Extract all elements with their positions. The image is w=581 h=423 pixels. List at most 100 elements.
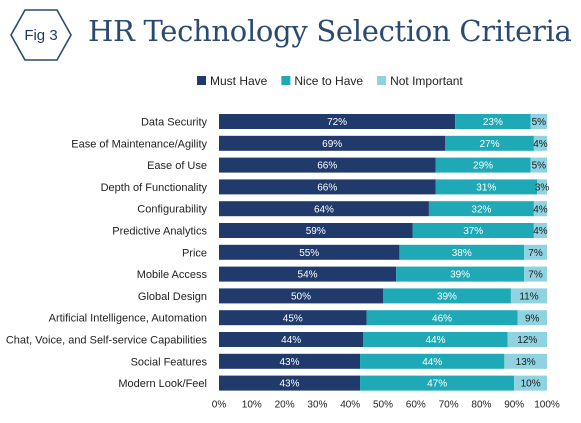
category-label-8: Global Design (138, 291, 207, 303)
bar-segment-10-0 (219, 332, 364, 347)
legend-label-0: Must Have (210, 74, 268, 88)
legend-label-1: Nice to Have (294, 74, 363, 88)
data-label-1-1: 27% (480, 139, 500, 150)
bar-segment-11-1 (360, 353, 505, 369)
data-label-11-2: 13% (516, 357, 536, 368)
bar-segment-8-1 (383, 288, 511, 304)
data-label-9-2: 9% (525, 313, 540, 324)
data-label-7-0: 54% (298, 270, 318, 281)
bar-segment-8-2 (510, 288, 547, 304)
category-label-12: Modern Look/Feel (118, 378, 207, 390)
data-label-12-2: 10% (521, 379, 541, 390)
bar-segment-2-0 (219, 157, 436, 173)
data-label-10-2: 12% (517, 335, 537, 346)
bar-segment-6-1 (399, 244, 525, 260)
bar-segment-1-0 (219, 135, 446, 151)
data-label-4-0: 64% (314, 204, 334, 215)
bar-segment-1-1 (445, 135, 534, 151)
bar-segment-6-2 (524, 244, 547, 260)
bar-segment-10-2 (507, 332, 547, 347)
data-label-0-0: 72% (327, 117, 347, 128)
data-label-8-1: 39% (437, 292, 457, 303)
bar-segment-9-0 (219, 310, 367, 326)
data-label-6-0: 55% (299, 248, 319, 259)
x-tick-label-3: 30% (307, 399, 327, 410)
data-label-4-2: 4% (533, 204, 548, 215)
x-tick-label-9: 90% (504, 399, 524, 410)
category-label-7: Mobile Access (137, 269, 208, 281)
category-label-2: Ease of Use (147, 160, 207, 172)
bar-segment-5-0 (219, 223, 413, 238)
bar-segment-12-1 (360, 375, 515, 391)
bar-segment-12-2 (514, 375, 547, 391)
bar-segment-5-2 (533, 223, 547, 238)
x-tick-label-5: 50% (373, 399, 393, 410)
bar-segment-5-1 (412, 223, 534, 238)
data-label-7-2: 7% (528, 270, 543, 281)
data-label-6-2: 7% (528, 248, 543, 259)
bar-segment-8-0 (219, 288, 383, 304)
data-label-5-0: 59% (306, 226, 326, 237)
data-label-2-0: 66% (317, 161, 337, 172)
data-label-9-1: 46% (432, 313, 452, 324)
category-label-5: Predictive Analytics (112, 226, 207, 238)
category-label-3: Depth of Functionality (101, 182, 208, 194)
data-label-3-2: 3% (535, 183, 550, 194)
legend-swatch-1 (281, 76, 291, 85)
data-label-8-2: 11% (519, 292, 538, 303)
data-label-0-1: 23% (483, 117, 503, 128)
bar-segment-6-0 (219, 244, 400, 260)
category-label-11: Social Features (131, 356, 208, 368)
x-tick-label-4: 40% (340, 399, 360, 410)
category-label-10: Chat, Voice, and Self-service Capabiliti… (6, 335, 208, 347)
x-tick-label-7: 70% (439, 399, 459, 410)
legend-swatch-0 (197, 76, 206, 85)
category-label-4: Configurability (137, 204, 207, 216)
bar-segment-0-1 (455, 114, 531, 129)
bar-segment-9-2 (517, 310, 547, 326)
x-tick-label-0: 0% (212, 399, 227, 410)
bar-segment-4-1 (428, 201, 534, 217)
legend-swatch-2 (377, 76, 387, 85)
bar-segment-11-2 (504, 353, 547, 369)
bar-segment-3-0 (219, 179, 436, 195)
hexagon-icon (10, 9, 72, 61)
data-label-5-1: 37% (463, 226, 483, 237)
x-tick-label-2: 20% (275, 399, 295, 410)
bar-segment-7-0 (219, 266, 397, 282)
x-tick-label-1: 10% (242, 399, 262, 410)
data-label-2-2: 5% (532, 161, 547, 172)
bar-segment-11-0 (219, 353, 361, 369)
data-label-3-1: 31% (476, 183, 496, 194)
data-label-9-0: 45% (283, 313, 303, 324)
chart-title: HR Technology Selection Criteria (88, 14, 572, 48)
figure-number: Fig 3 (24, 26, 58, 44)
data-label-0-2: 5% (532, 117, 547, 128)
bar-segment-7-1 (396, 266, 525, 282)
data-label-1-2: 4% (533, 139, 548, 150)
bar-segment-1-2 (533, 135, 547, 151)
bar-segment-7-2 (524, 266, 547, 282)
data-label-4-1: 32% (471, 204, 491, 215)
bar-segment-2-2 (530, 157, 547, 173)
figure-badge: Fig 3 (10, 8, 72, 62)
data-label-10-0: 44% (281, 335, 301, 346)
legend-label-2: Not Important (390, 74, 463, 88)
x-tick-label-10: 100% (534, 399, 560, 410)
category-label-0: Data Security (141, 117, 208, 129)
data-label-6-1: 38% (452, 248, 472, 259)
category-label-1: Ease of Maintenance/Agility (71, 138, 207, 150)
data-label-11-0: 43% (280, 357, 300, 368)
bar-segment-2-1 (435, 157, 531, 173)
data-label-2-1: 29% (473, 161, 493, 172)
x-tick-label-6: 60% (406, 399, 426, 410)
data-label-7-1: 39% (450, 270, 470, 281)
bar-segment-9-1 (366, 310, 518, 326)
bar-segment-0-0 (219, 114, 456, 129)
bar-segment-10-1 (363, 332, 508, 347)
category-label-6: Price (182, 247, 207, 259)
bar-segment-4-0 (219, 201, 429, 217)
data-label-12-1: 47% (427, 379, 447, 390)
data-label-1-0: 69% (322, 139, 342, 150)
